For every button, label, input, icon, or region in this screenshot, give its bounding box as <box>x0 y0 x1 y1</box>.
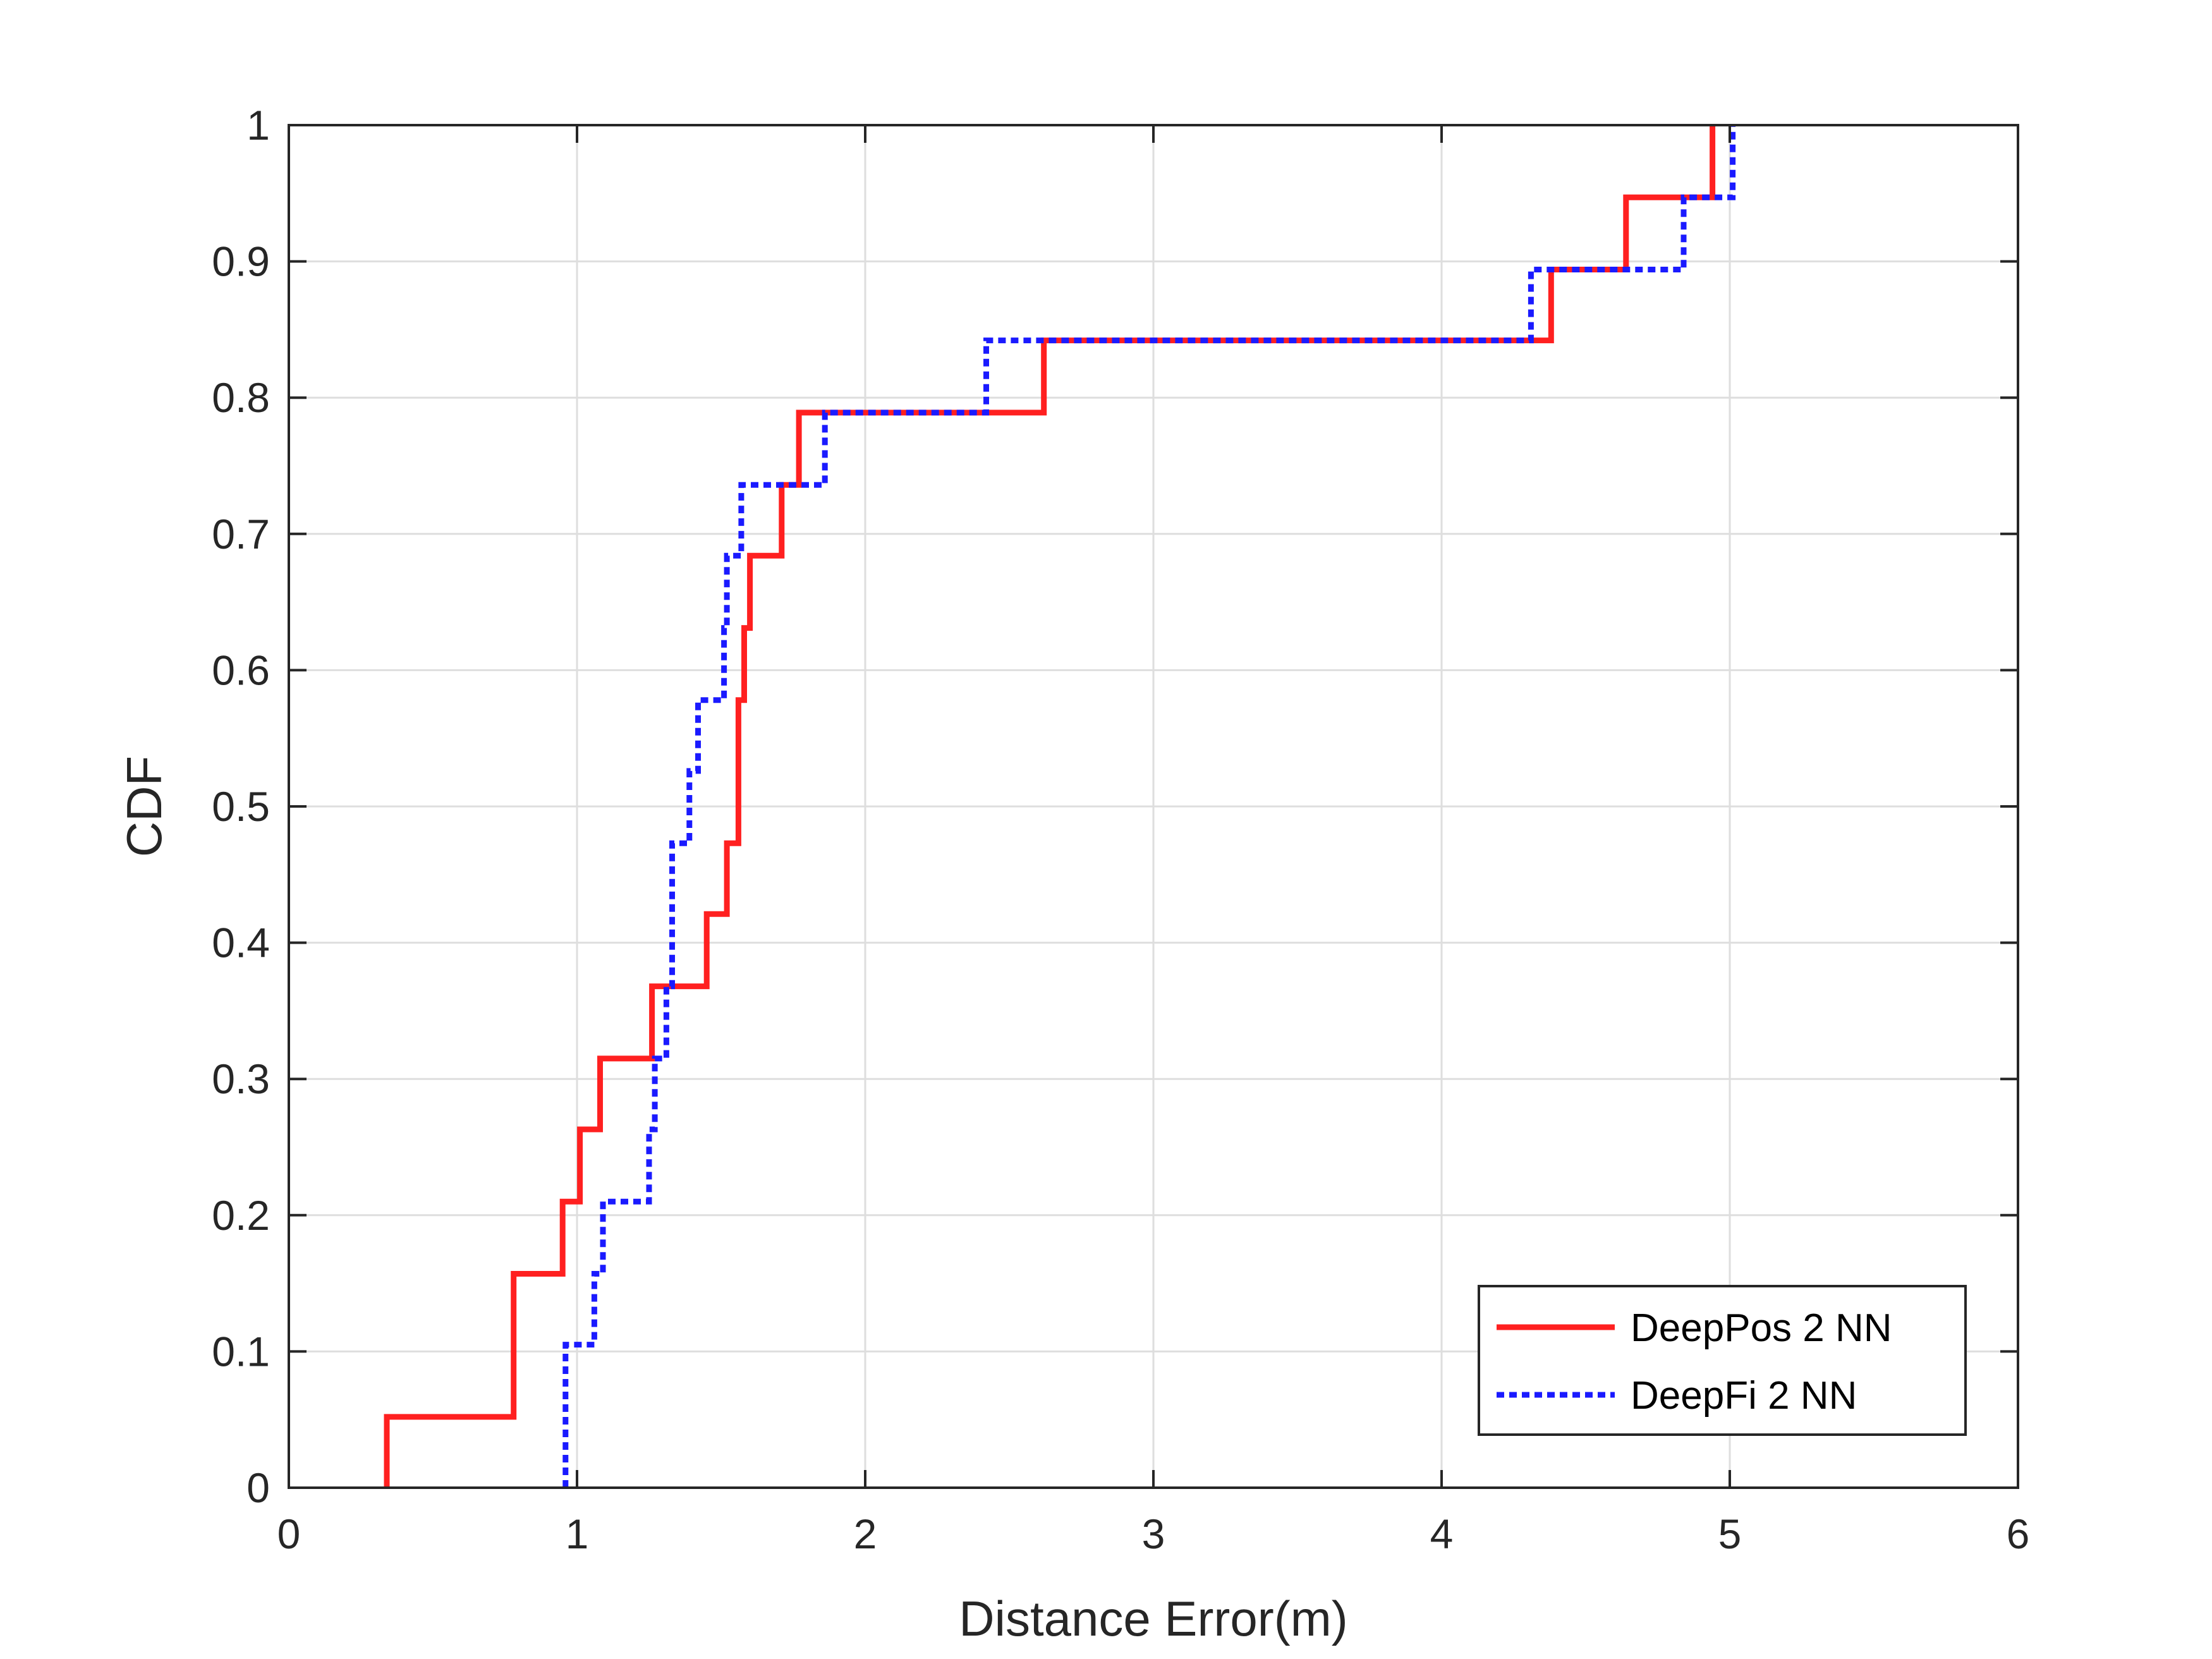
y-axis-label: CDF <box>116 756 172 857</box>
y-tick-labels: 0 0.1 0.2 0.3 0.4 0.5 0.6 0.7 0.8 0.9 1 <box>212 102 270 1511</box>
x-tick-label-6: 6 <box>2007 1510 2030 1557</box>
series-line-deepfi-2-nn <box>562 125 1736 1488</box>
legend: DeepPos 2 NN DeepFi 2 NN <box>1478 1285 1967 1436</box>
y-tick-label-0p6: 0.6 <box>212 647 270 693</box>
x-tick-label-4: 4 <box>1430 1510 1454 1557</box>
y-tick-label-0p1: 0.1 <box>212 1328 270 1375</box>
x-tick-labels: 0 1 2 3 4 5 6 <box>277 1510 2030 1557</box>
y-tick-label-0p5: 0.5 <box>212 783 270 830</box>
y-tick-label-0p3: 0.3 <box>212 1055 270 1102</box>
y-tick-label-0p7: 0.7 <box>212 511 270 557</box>
x-tick-label-5: 5 <box>1718 1510 1742 1557</box>
y-tick-label-0p9: 0.9 <box>212 238 270 285</box>
legend-label-deepfi: DeepFi 2 NN <box>1631 1374 1857 1418</box>
axes <box>288 124 2019 1489</box>
grid <box>289 125 2018 1488</box>
legend-label-deeppos: DeepPos 2 NN <box>1631 1306 1892 1350</box>
axes-box <box>288 124 2019 1489</box>
x-tick-label-1: 1 <box>566 1510 589 1557</box>
series-area <box>384 125 1736 1488</box>
x-tick-label-0: 0 <box>277 1510 301 1557</box>
y-tick-label-1: 1 <box>246 102 270 149</box>
x-axis-label: Distance Error(m) <box>959 1591 1347 1646</box>
series-line-deeppos-2-nn <box>384 125 1716 1488</box>
y-tick-label-0p8: 0.8 <box>212 374 270 421</box>
y-tick-label-0: 0 <box>246 1464 270 1511</box>
y-tick-label-0p4: 0.4 <box>212 920 270 966</box>
y-tick-label-0p2: 0.2 <box>212 1192 270 1239</box>
x-tick-label-2: 2 <box>854 1510 877 1557</box>
x-tick-label-3: 3 <box>1142 1510 1165 1557</box>
legend-box <box>1478 1285 1967 1436</box>
